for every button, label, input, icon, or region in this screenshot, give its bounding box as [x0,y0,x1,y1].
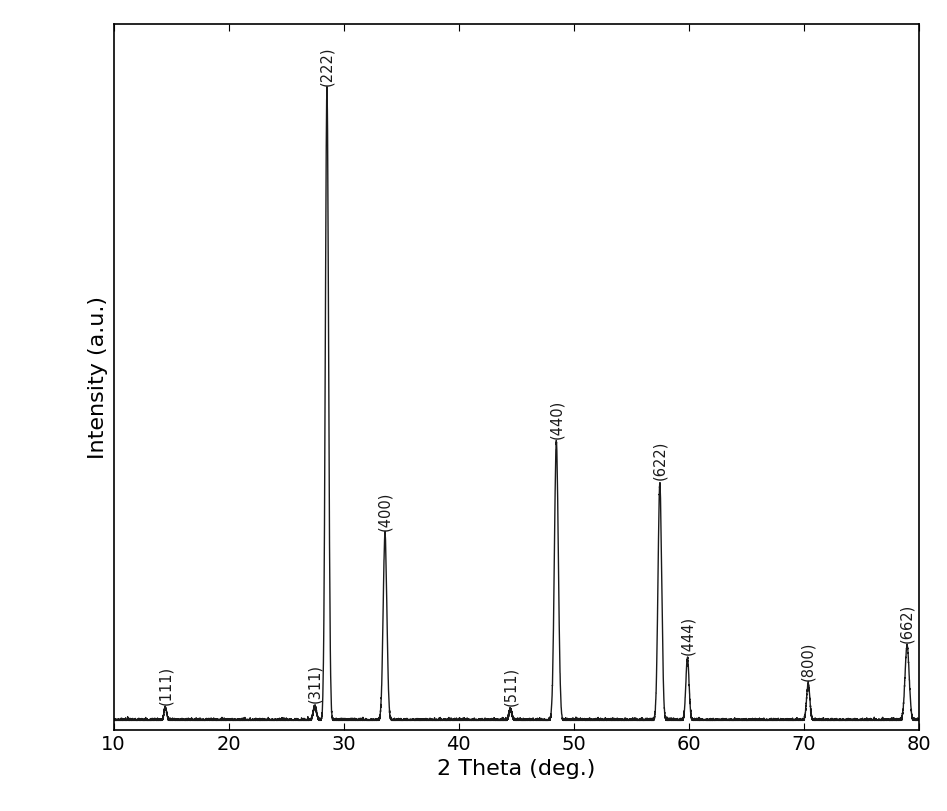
Text: (311): (311) [308,663,322,702]
Text: (662): (662) [900,603,915,642]
Text: (800): (800) [801,642,815,680]
Text: (440): (440) [549,400,563,439]
Text: (622): (622) [652,440,668,480]
Text: (511): (511) [503,667,518,706]
Text: (222): (222) [319,47,334,86]
X-axis label: 2 Theta (deg.): 2 Theta (deg.) [437,759,596,779]
Text: (111): (111) [158,666,173,705]
Text: (400): (400) [378,491,392,530]
Text: (444): (444) [680,616,695,655]
Y-axis label: Intensity (a.u.): Intensity (a.u.) [88,296,108,458]
